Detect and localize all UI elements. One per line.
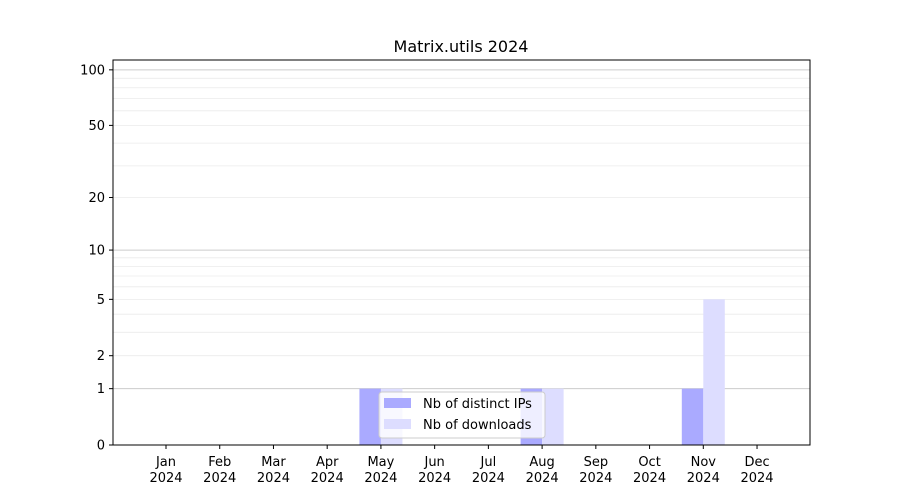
x-tick-label: Jul 2024 bbox=[472, 455, 505, 486]
bar-distinct-ips bbox=[359, 388, 381, 445]
legend-box bbox=[378, 391, 546, 439]
x-tick-label: Jan 2024 bbox=[149, 455, 182, 486]
y-tick-label: 100 bbox=[80, 63, 105, 78]
chart-title: Matrix.utils 2024 bbox=[394, 37, 529, 56]
y-tick-label: 20 bbox=[88, 191, 105, 206]
legend: Nb of distinct IPs Nb of downloads bbox=[378, 391, 546, 439]
y-tick-label: 5 bbox=[97, 293, 105, 308]
x-tick-label: Dec 2024 bbox=[740, 455, 773, 486]
x-tick-label: Feb 2024 bbox=[203, 455, 236, 486]
x-tick-label: Aug 2024 bbox=[526, 455, 559, 486]
y-tick-label: 2 bbox=[97, 349, 105, 364]
bar-downloads bbox=[542, 388, 564, 445]
x-tick-label: Nov 2024 bbox=[687, 455, 720, 486]
plot-frame bbox=[112, 59, 811, 446]
x-tick-label: Sep 2024 bbox=[579, 455, 612, 486]
legend-label: Nb of distinct IPs bbox=[423, 397, 532, 412]
x-tick-label: Oct 2024 bbox=[633, 455, 666, 486]
legend-swatch bbox=[384, 419, 411, 429]
x-tick-label: Mar 2024 bbox=[257, 455, 290, 486]
y-tick-label: 1 bbox=[97, 382, 105, 397]
y-tick-label: 50 bbox=[88, 119, 105, 134]
bar-downloads bbox=[703, 299, 725, 445]
x-tick-label: May 2024 bbox=[364, 455, 397, 486]
x-tick-label: Jun 2024 bbox=[418, 455, 451, 486]
y-tick-label: 0 bbox=[97, 439, 105, 454]
y-tick-label: 10 bbox=[88, 244, 105, 259]
legend-label: Nb of downloads bbox=[423, 418, 532, 433]
legend-swatch bbox=[384, 398, 411, 408]
bar-distinct-ips bbox=[681, 388, 704, 445]
x-tick-label: Apr 2024 bbox=[311, 455, 344, 486]
